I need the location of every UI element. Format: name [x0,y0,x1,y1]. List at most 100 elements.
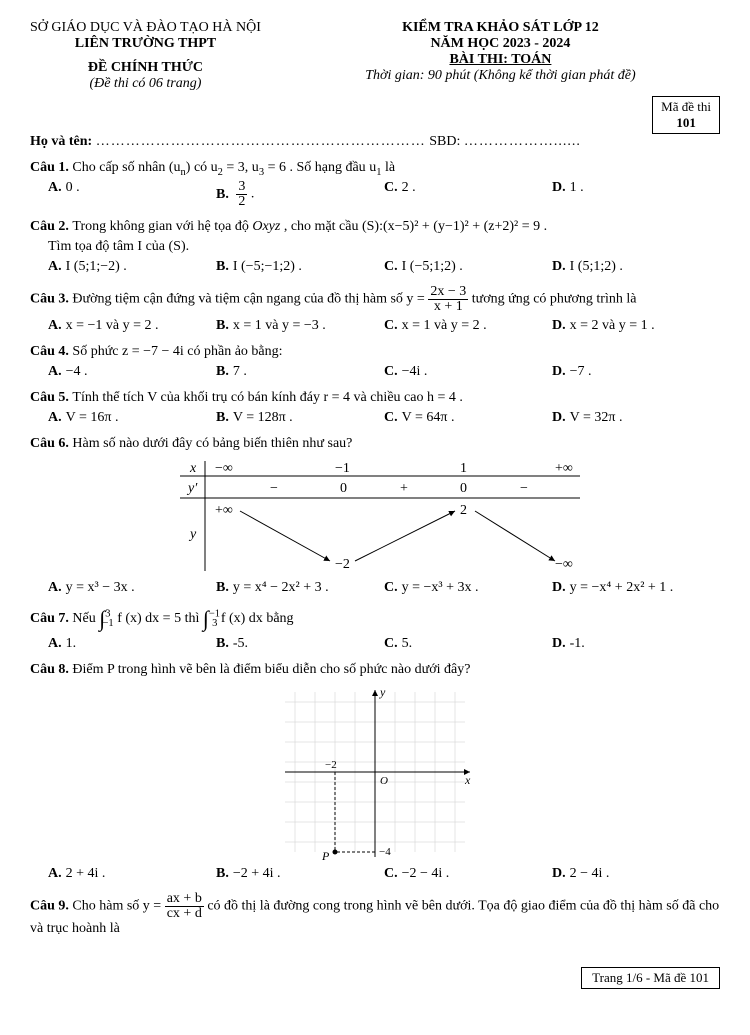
t-yp: y′ [186,481,198,496]
q1-text-c: . Số hạng đầu [289,160,369,175]
q2-opt-d: D.I (5;1;2) . [552,259,720,275]
q2-opt-a: A.I (5;1;−2) . [48,259,216,275]
header-right: KIỂM TRA KHẢO SÁT LỚP 12 NĂM HỌC 2023 - … [281,20,720,92]
q5-options: A.V = 16π . B.V = 128π . C.V = 64π . D.V… [48,410,720,426]
q5-opt-b: B.V = 128π . [216,410,384,426]
q3-c-val: x = 1 và y = 2 . [402,318,487,333]
q4-a-val: −4 . [66,364,88,379]
q3-frac-den: x + 1 [428,300,468,314]
official-label: ĐỀ CHÍNH THỨC [30,60,261,76]
question-6: Câu 6. Hàm số nào dưới đây có bảng biến … [30,436,720,596]
q7-options: A.1. B.-5. C.5. D.-1. [48,636,720,652]
q6-d-val: y = −x⁴ + 2x² + 1 . [570,580,674,595]
q7-opt-d: D.-1. [552,636,720,652]
q1-cond: u2 = 3, u3 = 6 [211,160,286,175]
q6-opt-a: A.y = x³ − 3x . [48,580,216,596]
name-row: Họ và tên: ………………………………………………………… SBD: …… [30,134,720,150]
q5-b-val: V = 128π . [233,410,293,425]
org-line1: SỞ GIÁO DỤC VÀ ĐÀO TẠO HÀ NỘI [30,20,261,36]
q5-a-val: V = 16π . [66,410,119,425]
q7-text-c: bằng [266,611,293,626]
q3-a-val: x = −1 và y = 2 . [66,318,159,333]
q1-opt-b: B. 32 . [216,180,384,209]
q2-text-a: Trong không gian với hệ tọa độ [72,219,252,234]
q1-label: Câu 1. [30,160,72,175]
q7-text-b: thì [185,611,203,626]
sbd-dots: ………………...... [464,134,581,149]
q2-label: Câu 2. [30,219,72,234]
q4-opt-a: A.−4 . [48,364,216,380]
t-s5: − [520,481,528,496]
q3-text-b: tương ứng có phương trình là [472,292,637,307]
q7-d-val: -1. [570,636,585,651]
exam-year: NĂM HỌC 2023 - 2024 [281,36,720,52]
q4-b-val: 7 . [233,364,247,379]
q3-d-val: x = 2 và y = 1 . [570,318,655,333]
question-4: Câu 4. Số phức z = −7 − 4i có phần ảo bằ… [30,344,720,380]
q3-label: Câu 3. [30,292,72,307]
q6-c-val: y = −x³ + 3x . [402,580,479,595]
tick-neg4: −4 [379,846,391,858]
name-dots: ………………………………………………………… [96,134,426,149]
q1-u1: u1 [369,160,381,175]
question-9: Câu 9. Cho hàm số y = ax + bcx + d có đồ… [30,892,720,937]
q5-opt-d: D.V = 32π . [552,410,720,426]
q2-line2: Tìm tọa độ tâm I của (S). [48,239,720,255]
q5-opt-c: C.V = 64π . [384,410,552,426]
q9-text-a: Cho hàm số [72,899,142,914]
complex-plane: y x O P −2 −4 [275,682,475,862]
q2-opt-b: B.I (−5;−1;2) . [216,259,384,275]
q2-a-val: I (5;1;−2) . [66,259,127,274]
q7-b-val: -5. [233,636,248,651]
q6-options: A.y = x³ − 3x . B.y = x⁴ − 2x² + 3 . C.y… [48,580,720,596]
t-s1: − [270,481,278,496]
q5-text: Tính thể tích V của khối trụ có bán kính… [72,390,462,405]
q8-opt-b: B.−2 + 4i . [216,866,384,882]
q1-b-den: 2 [236,195,247,209]
question-3: Câu 3. Đường tiệm cận đứng và tiệm cận n… [30,285,720,334]
question-8: Câu 8. Điểm P trong hình vẽ bên là điểm … [30,662,720,882]
question-2: Câu 2. Trong không gian với hệ tọa độ Ox… [30,219,720,275]
q2-eq: (S):(x−5)² + (y−1)² + (z+2)² = 9 . [362,219,547,234]
q1-a-val: 0 . [66,180,80,195]
q4-text: Số phức z = −7 − 4i có phần ảo bằng: [72,344,282,359]
q7-label: Câu 7. [30,611,72,626]
q9-frac-den: cx + d [165,907,204,921]
t-y: y [188,527,197,542]
t-x1: −∞ [215,461,233,476]
q5-label: Câu 5. [30,390,72,405]
exam-code: 101 [661,115,711,131]
q1-text-a: Cho cấp số nhân [72,160,168,175]
q8-label: Câu 8. [30,662,72,677]
name-label: Họ và tên: [30,134,92,149]
q9-label: Câu 9. [30,899,72,914]
q8-c-val: −2 − 4i . [402,866,450,881]
q4-opt-b: B.7 . [216,364,384,380]
q6-b-val: y = x⁴ − 2x² + 3 . [233,580,329,595]
t-x3: 1 [460,461,467,476]
exam-code-label: Mã đề thi [661,99,711,115]
q3-opt-b: B.x = 1 và y = −3 . [216,318,384,334]
q2-text-b: , cho mặt cầu [284,219,362,234]
t-s3: + [400,481,408,496]
t-s4: 0 [460,481,467,496]
q8-b-val: −2 + 4i . [233,866,281,881]
q3-opt-c: C.x = 1 và y = 2 . [384,318,552,334]
exam-title: KIỂM TRA KHẢO SÁT LỚP 12 [281,20,720,36]
q2-oxyz: Oxyz [252,219,280,234]
q1-opt-a: A.0 . [48,180,216,209]
q7-opt-c: C.5. [384,636,552,652]
q9-frac-num: ax + b [165,892,204,907]
origin-label: O [380,775,388,787]
exam-subject: BÀI THI: TOÁN [281,52,720,68]
q8-opt-d: D.2 − 4i . [552,866,720,882]
q6-opt-d: D.y = −x⁴ + 2x² + 1 . [552,580,720,596]
q2-d-val: I (5;1;2) . [570,259,623,274]
q7-c-val: 5. [402,636,413,651]
q4-opt-c: C.−4i . [384,364,552,380]
q3-opt-d: D.x = 2 và y = 1 . [552,318,720,334]
q3-opt-a: A.x = −1 và y = 2 . [48,318,216,334]
axis-x-label: x [464,773,471,787]
variation-table: x −∞ −1 1 +∞ y′ − 0 + 0 − y +∞ 2 −2 −∞ [160,456,590,576]
q4-c-val: −4i . [402,364,428,379]
